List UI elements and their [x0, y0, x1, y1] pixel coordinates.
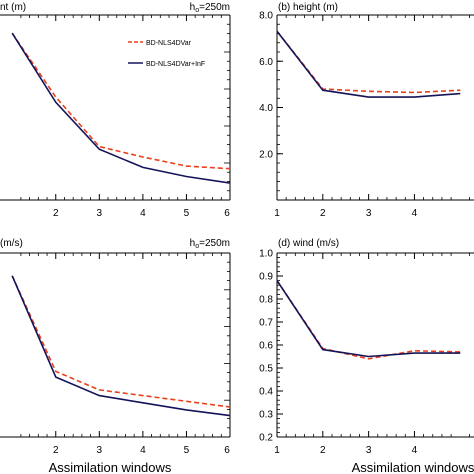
x-tick-label: 2: [320, 445, 326, 456]
series-line-bd-nls4dvar: [11, 32, 231, 170]
right-top-title: (b) height (m): [278, 2, 338, 13]
x-tick-label: 3: [97, 208, 103, 219]
series-line-bd-nls4dvar: [276, 280, 461, 360]
y-tick-label: 0.8: [259, 295, 273, 306]
x-tick-label: 2: [53, 445, 59, 456]
x-tick-label: 3: [366, 208, 372, 219]
left-top-ticks: [20, 14, 231, 201]
panel-left-top: nt (m) ho=250m 2 3 4 5 6 BD-NLS4DVar BD-NLS4…: [0, 2, 231, 219]
panel-left-bottom: (m/s) ho=250m 2 3 4 5 6 Assimilation windows: [0, 238, 231, 474]
y-tick-label: 1.0: [259, 249, 273, 260]
series-line-bd-nls4dvar-inf: [11, 275, 231, 417]
x-tick-label: 3: [97, 445, 103, 456]
series-line-bd-nls4dvar-inf: [276, 30, 461, 98]
series-line-bd-nls4dvar-inf: [11, 32, 231, 184]
right-top-series: [276, 30, 461, 98]
left-top-title: nt (m): [0, 2, 26, 13]
x-tick-label: 5: [184, 208, 190, 219]
right-bottom-y-tick-labels: 0.2 0.3 0.4 0.5 0.6 0.7 0.8 0.9 1.0: [259, 249, 273, 444]
right-bottom-x-axis-label: Assimilation windows: [352, 460, 474, 474]
series-line-bd-nls4dvar: [276, 30, 461, 94]
y-tick-label: 0.9: [259, 272, 273, 283]
y-tick-label: 0.2: [259, 433, 273, 444]
left-top-series: [11, 32, 231, 184]
y-tick-label: 4.0: [259, 103, 273, 114]
x-tick-label: 4: [140, 445, 146, 456]
legend-label-bd: BD-NLS4DVar: [146, 40, 192, 47]
x-tick-label: 4: [140, 208, 146, 219]
series-line-bd-nls4dvar: [11, 275, 231, 408]
y-tick-label: 0.6: [259, 341, 273, 352]
x-tick-label: 5: [184, 445, 190, 456]
panel-right-top: (b) height (m) 2.0 4.0 6.0 8.0 1 2 3 4: [259, 2, 474, 219]
left-bottom-annotation: ho=250m: [190, 238, 230, 250]
y-tick-label: 0.5: [259, 364, 273, 375]
y-tick-label: 8.0: [259, 11, 273, 22]
x-tick-label: 2: [53, 208, 59, 219]
panel-right-bottom: (d) wind (m/s) 0.2 0.3 0.4 0.5 0.6 0.7 0.8 0.9 1…: [259, 238, 474, 474]
x-tick-label: 3: [366, 445, 372, 456]
x-tick-label: 6: [224, 445, 230, 456]
y-tick-label: 0.3: [259, 410, 273, 421]
right-top-x-tick-labels: 1 2 3 4: [274, 208, 417, 219]
x-tick-label: 4: [412, 208, 418, 219]
x-tick-label: 1: [274, 445, 280, 456]
right-bottom-title: (d) wind (m/s): [278, 238, 339, 249]
left-bottom-series: [11, 275, 231, 417]
right-bottom-series: [276, 280, 461, 360]
legend: BD-NLS4DVar BD-NLS4DVar+InF: [128, 40, 205, 68]
right-top-y-tick-labels: 2.0 4.0 6.0 8.0: [259, 11, 273, 161]
series-line-bd-nls4dvar-inf: [276, 280, 461, 358]
x-tick-label: 6: [224, 208, 230, 219]
legend-label-inf: BD-NLS4DVar+InF: [146, 61, 205, 68]
left-bottom-x-axis-label: Assimilation windows: [49, 460, 172, 474]
y-tick-label: 6.0: [259, 57, 273, 68]
right-bottom-ticks: [276, 252, 470, 438]
y-tick-label: 0.7: [259, 318, 273, 329]
right-top-ticks: [276, 14, 470, 201]
y-tick-label: 2.0: [259, 149, 273, 160]
left-bottom-title: (m/s): [0, 238, 23, 249]
x-tick-label: 2: [320, 208, 326, 219]
left-top-x-tick-labels: 2 3 4 5 6: [53, 208, 230, 219]
left-top-annotation: ho=250m: [190, 2, 230, 14]
right-bottom-x-tick-labels: 1 2 3 4: [274, 445, 417, 456]
x-tick-label: 4: [412, 445, 418, 456]
left-bottom-x-tick-labels: 2 3 4 5 6: [53, 445, 230, 456]
y-tick-label: 0.4: [259, 387, 273, 398]
left-bottom-ticks: [20, 252, 231, 438]
x-tick-label: 1: [274, 208, 280, 219]
